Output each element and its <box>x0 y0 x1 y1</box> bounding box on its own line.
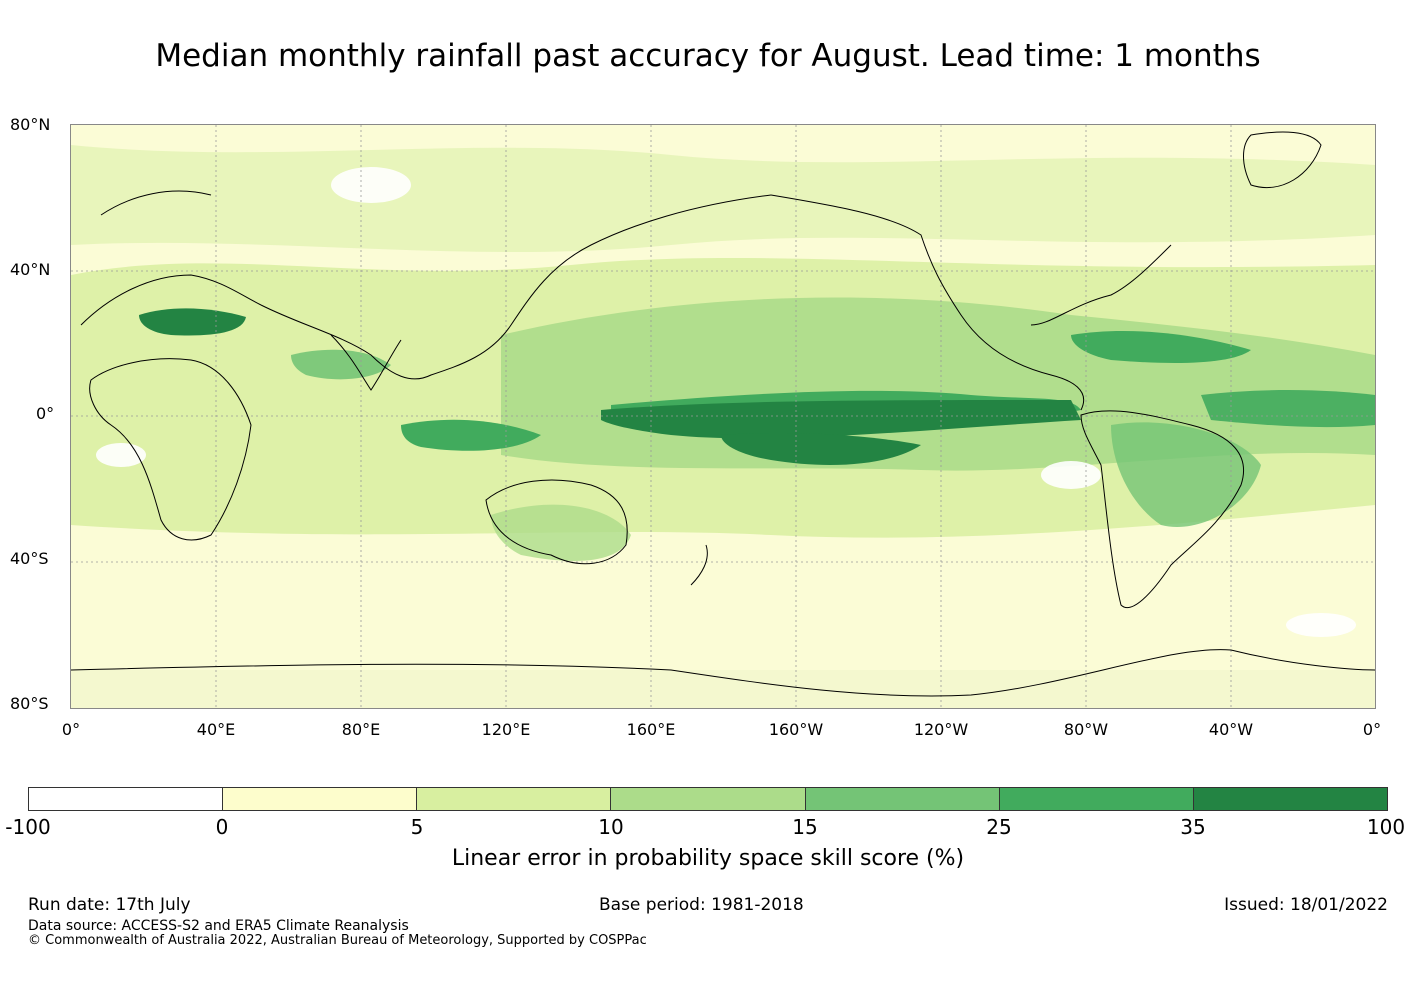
skill-zone-negative <box>96 443 146 467</box>
map-title: Median monthly rainfall past accuracy fo… <box>155 38 1261 74</box>
antarctica-coast <box>71 649 1375 697</box>
colorbar-tick: 10 <box>598 815 624 839</box>
lon-label-40w: 40°W <box>1208 720 1254 739</box>
skill-zone-equatorial <box>601 400 1081 439</box>
newzealand-coast <box>690 544 708 586</box>
greenland-coast <box>1243 131 1322 189</box>
graticule <box>71 125 1375 708</box>
africa-coast <box>89 358 252 541</box>
skill-zone-sahara <box>139 308 246 336</box>
lon-label-160w: 160°W <box>768 720 824 739</box>
colorbar-label: Linear error in probability space skill … <box>451 846 965 871</box>
skill-zone-caribbean <box>1071 330 1251 363</box>
north-america-coast <box>770 194 1085 411</box>
australia-coast <box>485 479 628 565</box>
lon-label-120w: 120°W <box>913 720 969 739</box>
asia-coast <box>260 194 772 380</box>
colorbar-tick: 15 <box>792 815 818 839</box>
lat-label-40n: 40°N <box>10 260 51 279</box>
skill-score-map <box>70 124 1376 709</box>
colorbar-segment <box>805 788 1000 810</box>
skill-zone-atlantic <box>1201 390 1375 428</box>
lon-label-160e: 160°E <box>626 720 676 739</box>
antarctica-region <box>71 670 1375 708</box>
colorbar-segment <box>223 788 418 810</box>
colorbar-tick: 100 <box>1366 815 1406 839</box>
colorbar-segment <box>29 788 224 810</box>
skill-zone-negative <box>1286 613 1356 637</box>
lon-label-0-left: 0° <box>61 720 81 739</box>
skill-zone-south-pacific <box>721 433 921 465</box>
data-source: Data source: ACCESS-S2 and ERA5 Climate … <box>28 918 409 934</box>
lon-label-80w: 80°W <box>1063 720 1109 739</box>
skill-zone-north <box>71 145 1375 253</box>
base-period: Base period: 1981-2018 <box>599 895 804 915</box>
colorbar-tick: 0 <box>215 815 229 839</box>
india-coast <box>330 334 402 391</box>
lat-label-80s: 80°S <box>10 694 49 713</box>
skill-zone-india <box>291 349 391 380</box>
europe-coast <box>80 190 262 326</box>
colorbar-tick: 35 <box>1180 815 1206 839</box>
colorbar-segment <box>999 788 1194 810</box>
skill-zone-negative <box>1041 461 1101 489</box>
map-canvas <box>71 125 1375 708</box>
south-america-coast <box>1080 410 1245 608</box>
run-date: Run date: 17th July <box>28 895 191 915</box>
skill-zone-maritime <box>401 419 541 451</box>
colorbar-tick: -100 <box>5 815 51 839</box>
north-america-east <box>1030 244 1172 326</box>
colorbar <box>28 787 1388 811</box>
colorbar-segment <box>1193 788 1387 810</box>
lat-label-40s: 40°S <box>10 549 49 568</box>
issued-date: Issued: 18/01/2022 <box>1224 895 1388 915</box>
lat-label-equator: 0° <box>36 404 55 423</box>
colorbar-tick: 5 <box>410 815 424 839</box>
skill-zone-amazon <box>1111 422 1261 527</box>
lon-label-0-right: 0° <box>1362 720 1382 739</box>
lon-label-80e: 80°E <box>341 720 381 739</box>
copyright: © Commonwealth of Australia 2022, Austra… <box>28 933 647 948</box>
coastlines <box>71 131 1375 697</box>
lon-label-120e: 120°E <box>481 720 531 739</box>
skill-zone-australia <box>491 504 631 561</box>
lon-label-40e: 40°E <box>196 720 236 739</box>
colorbar-tick: 25 <box>986 815 1012 839</box>
colorbar-segment <box>417 788 612 810</box>
colorbar-segment <box>611 788 806 810</box>
skill-zone-negative <box>331 167 411 203</box>
lat-label-80n: 80°N <box>10 115 51 134</box>
